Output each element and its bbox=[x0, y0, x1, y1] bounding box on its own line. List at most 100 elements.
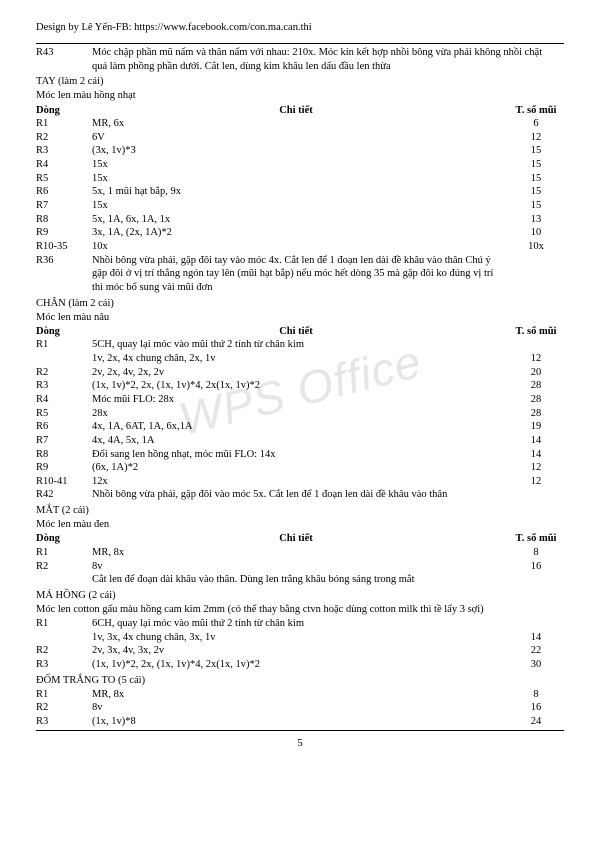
th-count: T. số mũi bbox=[508, 532, 564, 546]
cell-dong: R3 bbox=[36, 658, 92, 672]
cell-detail: 8v bbox=[92, 701, 508, 715]
table-row: R515x15 bbox=[36, 172, 564, 186]
cell-detail: Móc mũi FLO: 28x bbox=[92, 393, 508, 407]
table-header: DòngChi tiếtT. số mũi bbox=[36, 532, 564, 546]
cell-detail: (1x, 1v)*8 bbox=[92, 715, 508, 729]
table-row: R28v16 bbox=[36, 701, 564, 715]
r43-label: R43 bbox=[36, 46, 92, 73]
table-header: DòngChi tiếtT. số mũi bbox=[36, 104, 564, 118]
cell-detail: (6x, 1A)*2 bbox=[92, 461, 508, 475]
cell-count: 8 bbox=[508, 546, 564, 560]
cell-count: 15 bbox=[508, 144, 564, 158]
section-subtitle: Móc len cotton gấu màu hồng cam kim 2mm … bbox=[36, 603, 564, 616]
cell-count bbox=[508, 488, 564, 502]
cell-detail: 4x, 4A, 5x, 1A bbox=[92, 434, 508, 448]
cell-dong: R10-41 bbox=[36, 475, 92, 489]
cell-detail: Cắt len để đoạn dài khâu vào thân. Dùng … bbox=[92, 573, 508, 587]
r43-text: Móc chập phần mũ nấm và thân nấm với nha… bbox=[92, 46, 564, 73]
intro-row: R43 Móc chập phần mũ nấm và thân nấm với… bbox=[36, 46, 564, 73]
table-row: R22v, 2x, 4v, 2x, 2v20 bbox=[36, 366, 564, 380]
cell-dong: R2 bbox=[36, 701, 92, 715]
cell-count: 6 bbox=[508, 117, 564, 131]
cell-detail: 12x bbox=[92, 475, 508, 489]
cell-count: 13 bbox=[508, 213, 564, 227]
th-detail: Chi tiết bbox=[92, 104, 508, 118]
table-row: R10-4112x12 bbox=[36, 475, 564, 489]
cell-dong: R2 bbox=[36, 131, 92, 145]
cell-dong: R8 bbox=[36, 448, 92, 462]
cell-dong: R6 bbox=[36, 420, 92, 434]
cell-count: 24 bbox=[508, 715, 564, 729]
table-row: R93x, 1A, (2x, 1A)*210 bbox=[36, 226, 564, 240]
cell-detail: 5x, 1 mũi hạt bắp, 9x bbox=[92, 185, 508, 199]
cell-detail: 10x bbox=[92, 240, 508, 254]
cell-dong bbox=[36, 352, 92, 366]
th-dong: Dòng bbox=[36, 532, 92, 546]
cell-detail: 2v, 3x, 4v, 3x, 2v bbox=[92, 644, 508, 658]
table-row: 1v, 2x, 4x chung chân, 2x, 1v12 bbox=[36, 352, 564, 366]
cell-count: 14 bbox=[508, 434, 564, 448]
cell-dong: R4 bbox=[36, 158, 92, 172]
table-row: R528x28 bbox=[36, 407, 564, 421]
cell-detail: 4x, 1A, 6AT, 1A, 6x,1A bbox=[92, 420, 508, 434]
cell-count: 15 bbox=[508, 185, 564, 199]
cell-detail: MR, 6x bbox=[92, 117, 508, 131]
cell-count bbox=[508, 254, 564, 295]
cell-dong: R1 bbox=[36, 617, 92, 631]
section-title: ĐỐM TRẮNG TO (5 cái) bbox=[36, 674, 564, 687]
cell-dong: R6 bbox=[36, 185, 92, 199]
cell-count: 12 bbox=[508, 461, 564, 475]
cell-dong: R4 bbox=[36, 393, 92, 407]
cell-detail: 6V bbox=[92, 131, 508, 145]
table-row: R10-3510x10x bbox=[36, 240, 564, 254]
cell-dong: R8 bbox=[36, 213, 92, 227]
cell-detail: 15x bbox=[92, 158, 508, 172]
section-subtitle: Móc len màu hồng nhạt bbox=[36, 89, 564, 102]
header-credit: Design by Lê Yến-FB: https://www.faceboo… bbox=[36, 22, 564, 33]
cell-dong: R7 bbox=[36, 199, 92, 213]
cell-count bbox=[508, 338, 564, 352]
cell-detail: (1x, 1v)*2, 2x, (1x, 1v)*4, 2x(1x, 1v)*2 bbox=[92, 379, 508, 393]
cell-dong bbox=[36, 573, 92, 587]
cell-count: 15 bbox=[508, 158, 564, 172]
section-title: CHÂN (làm 2 cái) bbox=[36, 297, 564, 310]
cell-count: 30 bbox=[508, 658, 564, 672]
table-row: R85x, 1A, 6x, 1A, 1x13 bbox=[36, 213, 564, 227]
cell-dong: R10-35 bbox=[36, 240, 92, 254]
cell-count: 12 bbox=[508, 352, 564, 366]
table-row: R1MR, 8x8 bbox=[36, 688, 564, 702]
cell-detail: 2v, 2x, 4v, 2x, 2v bbox=[92, 366, 508, 380]
table-row: R3(1x, 1v)*824 bbox=[36, 715, 564, 729]
cell-count: 19 bbox=[508, 420, 564, 434]
cell-count: 8 bbox=[508, 688, 564, 702]
cell-count: 16 bbox=[508, 701, 564, 715]
cell-count: 20 bbox=[508, 366, 564, 380]
cell-count: 14 bbox=[508, 631, 564, 645]
table-row: R1MR, 6x6 bbox=[36, 117, 564, 131]
divider-bottom bbox=[36, 730, 564, 731]
cell-detail: 8v bbox=[92, 560, 508, 574]
cell-dong: R1 bbox=[36, 117, 92, 131]
cell-detail: MR, 8x bbox=[92, 546, 508, 560]
table-row: R715x15 bbox=[36, 199, 564, 213]
table-row: R4Móc mũi FLO: 28x28 bbox=[36, 393, 564, 407]
cell-count: 14 bbox=[508, 448, 564, 462]
cell-detail: 15x bbox=[92, 199, 508, 213]
cell-count: 12 bbox=[508, 131, 564, 145]
table-row: R22v, 3x, 4v, 3x, 2v22 bbox=[36, 644, 564, 658]
cell-count: 22 bbox=[508, 644, 564, 658]
cell-dong: R36 bbox=[36, 254, 92, 295]
table-row: R64x, 1A, 6AT, 1A, 6x,1A19 bbox=[36, 420, 564, 434]
th-count: T. số mũi bbox=[508, 325, 564, 339]
divider-top bbox=[36, 43, 564, 44]
section-title: MẮT (2 cái) bbox=[36, 504, 564, 517]
cell-detail: (3x, 1v)*3 bbox=[92, 144, 508, 158]
cell-dong: R9 bbox=[36, 226, 92, 240]
cell-detail: 1v, 2x, 4x chung chân, 2x, 1v bbox=[92, 352, 508, 366]
cell-detail: (1x, 1v)*2, 2x, (1x, 1v)*4, 2x(1x, 1v)*2 bbox=[92, 658, 508, 672]
cell-dong: R3 bbox=[36, 715, 92, 729]
table-row: R65x, 1 mũi hạt bắp, 9x15 bbox=[36, 185, 564, 199]
th-dong: Dòng bbox=[36, 104, 92, 118]
table-row: R28v16 bbox=[36, 560, 564, 574]
cell-dong: R1 bbox=[36, 688, 92, 702]
